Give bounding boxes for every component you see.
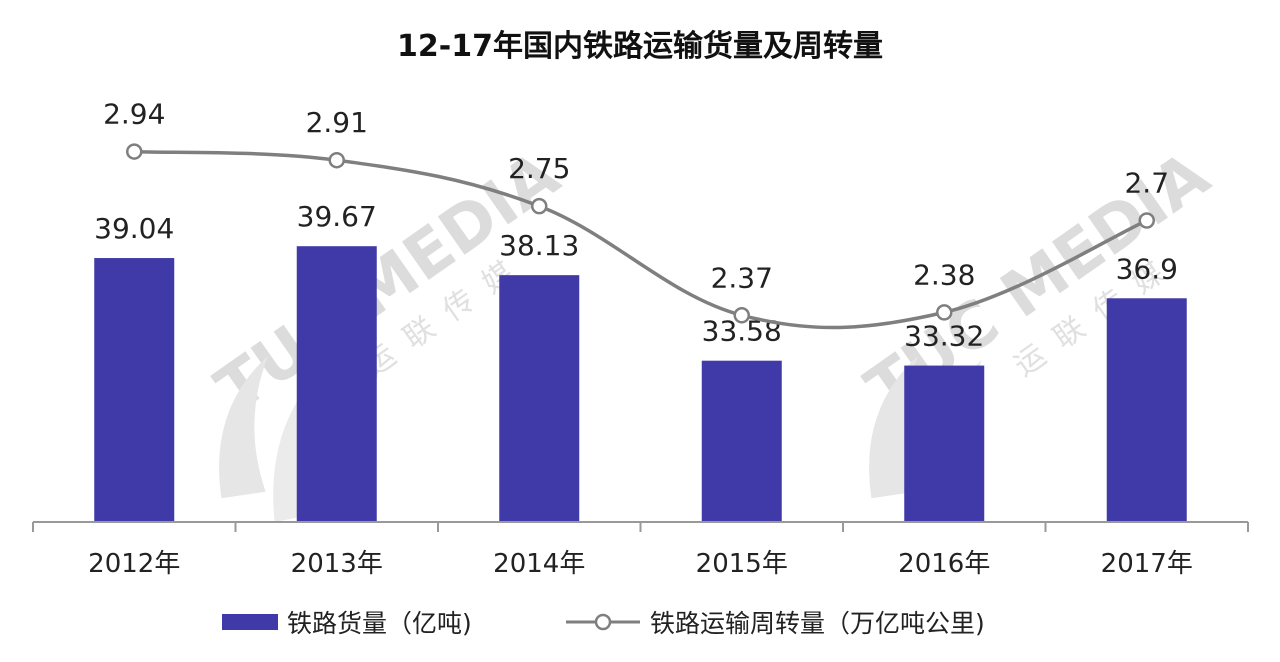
line-point <box>126 143 143 160</box>
line-value-label: 2.94 <box>103 98 165 131</box>
bar-series <box>94 246 1187 523</box>
bar <box>296 246 377 523</box>
legend-label-line: 铁路运输周转量（万亿吨公里) <box>650 609 985 638</box>
x-tick-label: 2014年 <box>493 549 585 579</box>
bar <box>499 275 580 522</box>
line-point <box>531 197 548 215</box>
chart-title: 12-17年国内铁路运输货量及周转量 <box>397 29 883 64</box>
legend-marker-line <box>594 613 612 631</box>
bar <box>94 258 175 522</box>
legend-swatch-bar <box>222 614 278 630</box>
x-axis-ticks <box>32 522 1249 532</box>
bar <box>701 360 782 522</box>
x-tick-label: 2013年 <box>291 549 383 579</box>
bar-value-label: 33.32 <box>904 320 984 353</box>
line-value-labels: 2.94 2.91 2.75 2.37 2.38 2.7 <box>103 98 1169 295</box>
line-value-label: 2.75 <box>508 152 570 185</box>
bar <box>904 365 985 522</box>
bar-value-label: 38.13 <box>499 229 579 262</box>
line-point <box>733 307 750 324</box>
line-point <box>328 151 345 169</box>
x-tick-label: 2015年 <box>696 549 788 579</box>
x-tick-label: 2016年 <box>898 549 990 579</box>
line-point <box>936 304 953 321</box>
bar <box>1106 298 1187 522</box>
legend-label-bar: 铁路货量（亿吨) <box>287 609 472 638</box>
line-point <box>1138 212 1155 229</box>
line-value-label: 2.7 <box>1124 167 1169 200</box>
x-axis-labels: 2012年 2013年 2014年 2015年 2016年 2017年 <box>88 549 1193 579</box>
x-tick-label: 2012年 <box>88 549 180 579</box>
bar-value-label: 36.9 <box>1116 252 1178 285</box>
legend: 铁路货量（亿吨) 铁路运输周转量（万亿吨公里) <box>222 609 985 638</box>
bar-value-label: 39.67 <box>297 200 377 233</box>
line-path <box>134 149 1148 330</box>
line-value-label: 2.91 <box>306 106 368 139</box>
bar-value-label: 39.04 <box>94 212 174 245</box>
x-tick-label: 2017年 <box>1101 549 1193 579</box>
line-value-label: 2.37 <box>711 261 773 294</box>
watermark-swoosh <box>219 355 269 499</box>
line-value-label: 2.38 <box>913 258 975 291</box>
line-series <box>126 143 1155 330</box>
